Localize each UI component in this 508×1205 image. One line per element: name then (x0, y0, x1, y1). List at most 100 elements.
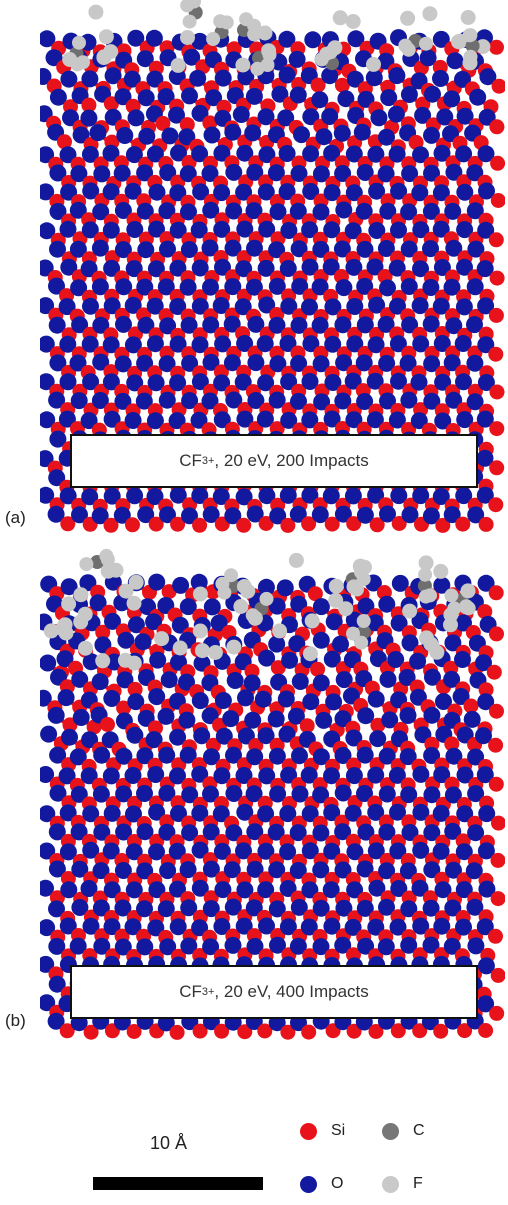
oxygen-atom (456, 221, 474, 239)
oxygen-atom (256, 410, 274, 428)
oxygen-atom (191, 259, 209, 277)
oxygen-atom (280, 373, 298, 391)
oxygen-atom (412, 917, 430, 935)
oxygen-atom (91, 278, 109, 296)
oxygen-atom (476, 410, 494, 428)
oxygen-atom (168, 68, 186, 85)
silicon-atom (489, 1005, 505, 1021)
oxygen-atom (379, 279, 396, 297)
fluorine-atom (78, 640, 93, 656)
oxygen-atom (103, 690, 121, 707)
oxygen-atom (456, 107, 474, 125)
oxygen-atom (69, 201, 87, 219)
oxygen-atom (137, 89, 155, 107)
oxygen-atom (225, 163, 243, 181)
silicon-atom (236, 517, 252, 533)
oxygen-atom (124, 918, 142, 936)
silicon-atom (478, 682, 494, 698)
oxygen-atom (236, 881, 254, 899)
fluorine-atom (233, 599, 249, 614)
oxygen-atom (246, 163, 264, 181)
oxygen-atom (48, 469, 66, 487)
caption-sub-b: 3 (201, 986, 208, 998)
silicon-atom (488, 307, 504, 323)
silicon-atom (490, 193, 505, 208)
fluorine-atom (182, 14, 197, 29)
oxygen-atom (398, 669, 416, 686)
oxygen-atom (115, 278, 133, 296)
oxygen-atom (224, 123, 242, 141)
oxygen-atom (443, 937, 461, 955)
oxygen-atom (58, 410, 76, 428)
oxygen-atom (466, 898, 484, 916)
fluorine-atom (224, 568, 239, 583)
oxygen-atom (357, 90, 375, 108)
oxygen-atom (412, 260, 429, 278)
oxygen-atom (367, 690, 385, 708)
oxygen-atom (433, 259, 451, 276)
oxygen-atom (356, 746, 374, 764)
oxygen-atom (388, 411, 406, 429)
oxygen-atom (226, 672, 244, 689)
silicon-atom (310, 77, 326, 93)
oxygen-atom (399, 748, 417, 766)
oxygen-atom (356, 899, 374, 917)
oxygen-atom (313, 393, 331, 411)
oxygen-atom (422, 202, 440, 220)
oxygen-atom (291, 785, 309, 803)
oxygen-atom (59, 917, 77, 935)
oxygen-atom (456, 766, 474, 784)
fluorine-atom (61, 596, 77, 612)
oxygen-atom (467, 748, 485, 766)
oxygen-atom (311, 278, 329, 296)
oxygen-atom (123, 70, 141, 88)
oxygen-atom (136, 202, 154, 220)
oxygen-atom (390, 614, 408, 632)
oxygen-atom (116, 127, 134, 144)
oxygen-atom (323, 917, 341, 935)
oxygen-atom (103, 487, 121, 505)
silicon-atom (60, 516, 76, 532)
oxygen-atom (48, 975, 66, 993)
oxygen-atom (180, 316, 198, 334)
oxygen-atom (82, 297, 99, 315)
oxygen-atom (400, 936, 418, 954)
oxygen-atom (411, 184, 429, 202)
oxygen-atom (115, 315, 132, 333)
oxygen-atom (378, 747, 396, 765)
oxygen-atom (291, 277, 309, 295)
panel-a: CF 3 +, 20 eV, 200 Impacts (a) (0, 0, 508, 540)
oxygen-atom (477, 297, 495, 315)
oxygen-atom (454, 335, 472, 352)
oxygen-atom (444, 634, 462, 652)
oxygen-atom (401, 634, 419, 652)
oxygen-atom (225, 391, 243, 409)
oxygen-atom (245, 785, 263, 803)
oxygen-atom (61, 728, 78, 746)
oxygen-atom (127, 109, 145, 127)
oxygen-atom (126, 726, 144, 744)
oxygen-atom (202, 506, 220, 523)
oxygen-atom (102, 842, 120, 860)
oxygen-atom (477, 221, 495, 239)
oxygen-atom (279, 880, 297, 897)
oxygen-atom (145, 29, 163, 47)
silicon-atom (490, 967, 505, 983)
silicon-atom (324, 516, 340, 532)
oxygen-atom (146, 145, 164, 163)
silicon-atom (301, 1024, 317, 1040)
silicon-atom (490, 155, 505, 171)
oxygen-atom (137, 241, 155, 259)
oxygen-atom (225, 202, 243, 220)
oxygen-atom (324, 335, 342, 353)
oxygen-atom (334, 505, 352, 523)
oxygen-atom (368, 296, 386, 314)
oxygen-atom (49, 354, 67, 372)
oxygen-atom (390, 372, 407, 390)
oxygen-atom (290, 165, 308, 182)
oxygen-atom (169, 298, 187, 315)
oxygen-atom (214, 692, 232, 709)
oxygen-atom (365, 69, 383, 87)
oxygen-atom (189, 69, 207, 87)
oxygen-atom (455, 298, 473, 316)
